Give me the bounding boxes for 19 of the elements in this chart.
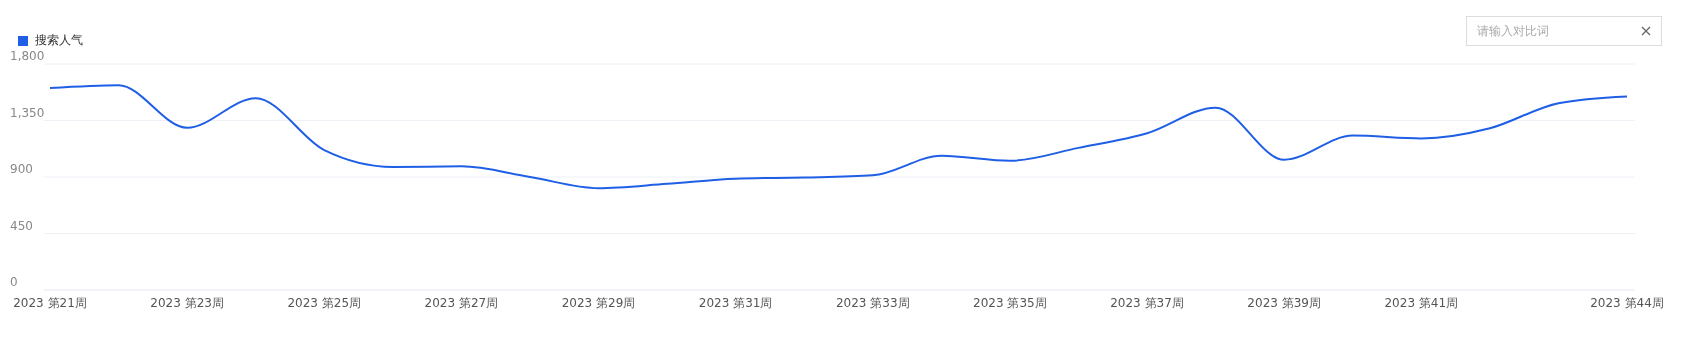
x-tick-label: 2023 第25周 <box>287 295 362 310</box>
x-tick-label: 2023 第39周 <box>1247 295 1321 310</box>
x-tick-label: 2023 第44周 <box>1590 295 1664 310</box>
y-tick-label: 0 <box>10 275 18 290</box>
x-tick-label: 2023 第23周 <box>150 295 224 310</box>
x-tick-label: 2023 第37周 <box>1110 295 1184 310</box>
x-tick-label: 2023 第33周 <box>835 295 910 310</box>
x-tick-label: 2023 第41周 <box>1384 295 1459 310</box>
y-tick-label: 1,350 <box>10 105 45 120</box>
y-tick-label: 450 <box>10 218 33 233</box>
x-tick-label: 2023 第29周 <box>561 295 636 310</box>
x-tick-label: 2023 第21周 <box>13 295 87 310</box>
y-tick-label: 1,800 <box>10 49 45 64</box>
legend-label: 搜索人气 <box>35 32 83 49</box>
y-tick-label: 900 <box>10 162 33 177</box>
x-tick-label: 2023 第35周 <box>973 295 1047 310</box>
text-input-field: 请输入对比词 <box>1466 16 1662 46</box>
x-tick-label: 2023 第31周 <box>698 295 773 310</box>
x-tick-label: 2023 第27周 <box>424 295 499 310</box>
